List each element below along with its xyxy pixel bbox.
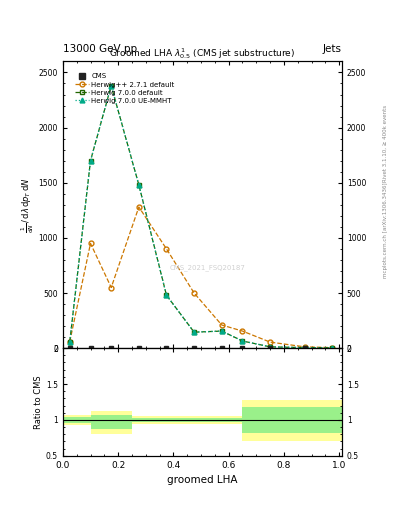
Y-axis label: Ratio to CMS: Ratio to CMS: [34, 375, 43, 429]
Text: 13000 GeV pp: 13000 GeV pp: [63, 44, 137, 54]
Y-axis label: $\frac{1}{\mathrm{d}N}\,/\,\mathrm{d}\lambda\,\mathrm{d}p_T\,\mathrm{d}N$: $\frac{1}{\mathrm{d}N}\,/\,\mathrm{d}\la…: [20, 177, 36, 232]
Legend: CMS, Herwig++ 2.7.1 default, Herwig 7.0.0 default, Herwig 7.0.0 UE-MMHT: CMS, Herwig++ 2.7.1 default, Herwig 7.0.…: [72, 71, 177, 106]
Text: CMS_2021_FSQ20187: CMS_2021_FSQ20187: [170, 265, 246, 271]
Title: Groomed LHA $\lambda^1_{0.5}$ (CMS jet substructure): Groomed LHA $\lambda^1_{0.5}$ (CMS jet s…: [109, 47, 296, 61]
Text: Rivet 3.1.10, ≥ 400k events: Rivet 3.1.10, ≥ 400k events: [383, 105, 387, 182]
Text: Jets: Jets: [323, 44, 342, 54]
Text: mcplots.cern.ch [arXiv:1306.3436]: mcplots.cern.ch [arXiv:1306.3436]: [383, 183, 387, 278]
X-axis label: groomed LHA: groomed LHA: [167, 475, 238, 485]
